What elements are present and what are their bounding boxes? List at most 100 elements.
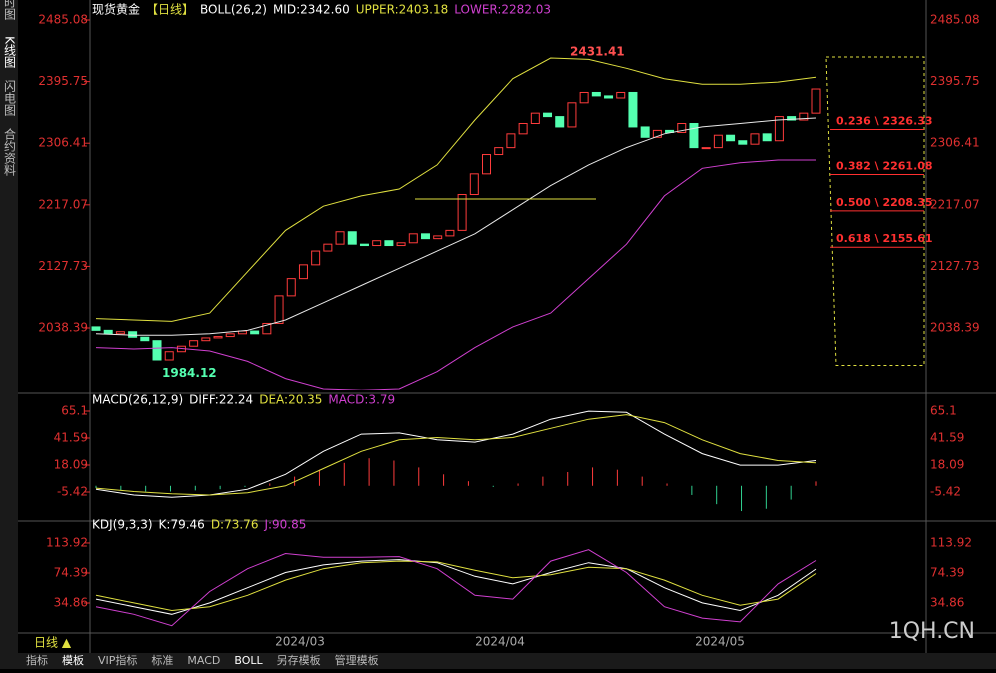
y-tick-label: 2038.39 <box>930 321 980 335</box>
sidebar <box>0 0 18 669</box>
candle <box>384 240 394 247</box>
header-text: DEA:20.35 <box>259 393 322 407</box>
period-button[interactable]: 日线 ▲ <box>34 636 72 650</box>
candle <box>298 264 308 280</box>
sidebar-tab[interactable]: K线图 <box>3 36 17 68</box>
y-tick-label: 2127.73 <box>38 259 88 273</box>
tab[interactable]: 另存模板 <box>277 653 321 667</box>
candle <box>274 295 284 324</box>
header-text: D:73.76 <box>211 518 259 532</box>
y-tick-label: 2306.41 <box>930 136 980 150</box>
candle <box>323 243 333 252</box>
candle <box>799 112 809 121</box>
header-text: MACD(26,12,9) <box>92 393 183 407</box>
tab[interactable]: 模板 <box>62 653 84 667</box>
candle <box>396 242 406 247</box>
high-label: 2431.41 <box>570 45 625 59</box>
tab[interactable]: MACD <box>187 654 220 667</box>
candle <box>433 235 443 240</box>
tab[interactable]: 管理模板 <box>335 653 379 667</box>
y-tick-label: 34.86 <box>930 595 964 609</box>
sidebar-tab[interactable]: 闪电图 <box>3 80 17 116</box>
y-tick-label: -5.42 <box>57 484 88 498</box>
candle <box>152 340 162 361</box>
candle <box>262 322 272 335</box>
fib-label: 0.236 \ 2326.33 <box>836 114 933 127</box>
candle <box>762 133 772 142</box>
y-tick-label: 65.1 <box>61 404 88 418</box>
candle <box>701 147 711 150</box>
candle <box>689 122 699 149</box>
indicator-line <box>95 560 817 612</box>
tab[interactable]: 指标 <box>26 653 48 667</box>
y-tick-label: 2485.08 <box>38 13 88 27</box>
sidebar-tab[interactable]: 合约资料 <box>3 127 17 176</box>
candle <box>445 229 455 237</box>
candle <box>286 278 296 297</box>
header-text: KDJ(9,3,3) <box>92 518 153 532</box>
candle <box>103 329 113 335</box>
sidebar-tab[interactable]: 分时图 <box>3 0 17 20</box>
candle <box>420 233 430 240</box>
candle <box>774 116 784 142</box>
candle <box>579 91 589 104</box>
candle <box>115 331 125 335</box>
candle <box>482 154 492 175</box>
candle <box>811 88 821 114</box>
candle <box>750 133 760 145</box>
candle <box>652 129 662 138</box>
candle <box>591 91 601 97</box>
candle <box>726 134 736 142</box>
candle <box>335 231 345 245</box>
indicator-line <box>95 57 817 322</box>
candle <box>616 91 626 99</box>
candle <box>543 112 553 118</box>
candle <box>201 337 211 342</box>
header-text: J:90.85 <box>263 518 306 532</box>
fib-label: 0.618 \ 2155.61 <box>836 232 933 245</box>
header-text: MID:2342.60 <box>273 3 350 17</box>
tab[interactable]: VIP指标 <box>98 653 137 667</box>
indicator-line <box>95 117 817 336</box>
candle <box>372 240 382 247</box>
y-tick-label: 2395.75 <box>930 74 980 88</box>
candle <box>140 336 150 342</box>
y-tick-label: 74.39 <box>930 565 964 579</box>
candle <box>640 126 650 138</box>
y-tick-label: 2395.75 <box>38 74 88 88</box>
y-tick-label: 18.09 <box>54 457 88 471</box>
header-text: 【日线】 <box>146 3 194 17</box>
y-tick-label: 74.39 <box>54 565 88 579</box>
candle <box>604 95 614 99</box>
x-label: 2024/05 <box>695 635 745 649</box>
y-tick-label: 113.92 <box>46 535 88 549</box>
candle <box>787 116 797 121</box>
indicator-line <box>95 159 816 390</box>
candle <box>311 250 321 266</box>
candle <box>225 333 235 338</box>
y-tick-label: 65.1 <box>930 404 957 418</box>
y-tick-label: 2038.39 <box>38 321 88 335</box>
indicator-line <box>95 410 817 498</box>
watermark: 1QH.CN <box>889 619 975 644</box>
x-label: 2024/03 <box>275 635 325 649</box>
y-tick-label: 2127.73 <box>930 259 980 273</box>
header-text: LOWER:2282.03 <box>454 3 551 17</box>
header-text: K:79.46 <box>159 518 205 532</box>
low-label: 1984.12 <box>162 366 217 380</box>
candle <box>555 116 565 128</box>
candle <box>128 331 138 338</box>
candle <box>530 112 540 124</box>
y-tick-label: 41.59 <box>54 431 88 445</box>
x-label: 2024/04 <box>475 635 525 649</box>
indicator-line <box>95 559 817 615</box>
tab[interactable]: 标准 <box>151 653 173 667</box>
tab[interactable]: BOLL <box>234 654 263 667</box>
y-tick-label: 2485.08 <box>930 13 980 27</box>
candle <box>567 102 577 128</box>
candle <box>713 134 723 149</box>
fib-label: 0.500 \ 2208.35 <box>836 196 933 209</box>
candle <box>628 91 638 128</box>
candle <box>213 336 223 339</box>
